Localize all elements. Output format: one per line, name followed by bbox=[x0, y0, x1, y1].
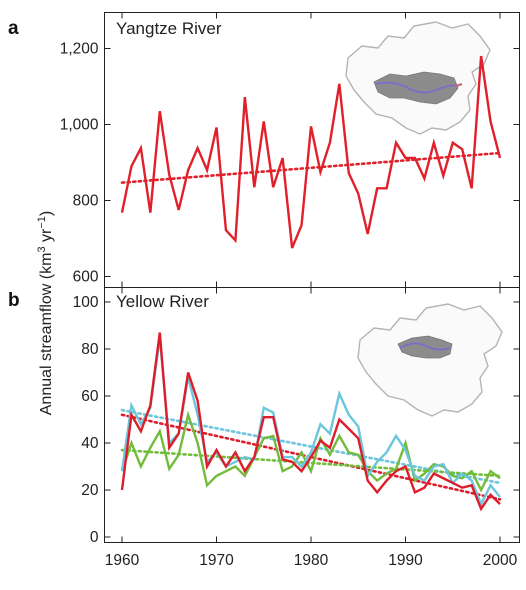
china-outline-b bbox=[357, 303, 503, 417]
panel-b-title: Yellow River bbox=[116, 292, 209, 311]
china-map-yellow-river-basin-icon bbox=[357, 303, 503, 417]
panel-a-ytick-label: 600 bbox=[73, 269, 99, 286]
panel-b-trend-line bbox=[120, 448, 502, 478]
y-axis-title-end: ) bbox=[38, 211, 55, 216]
panel-b-ytick-label: 20 bbox=[81, 482, 99, 499]
panel-a-title: Yangtze River bbox=[116, 19, 222, 38]
x-tick-label: 1990 bbox=[388, 552, 423, 569]
panel-b-letter: b bbox=[8, 290, 20, 311]
yellow-river-line bbox=[399, 342, 451, 351]
y-axis-title-sup2: −1 bbox=[36, 216, 48, 229]
y-axis-title-main: Annual streamflow (km bbox=[38, 253, 55, 416]
yangtze-river-line bbox=[375, 81, 459, 94]
panel-b-ytick-label: 60 bbox=[81, 388, 99, 405]
panel-a-ytick-label: 1,200 bbox=[60, 41, 99, 58]
y-axis-title-sup1: 3 bbox=[36, 246, 48, 252]
yellow-basin-shape bbox=[397, 335, 453, 359]
panel-a-letter: a bbox=[8, 18, 19, 39]
panel-a-ytick-label: 800 bbox=[73, 193, 99, 210]
panel-b-ytick-label: 80 bbox=[81, 341, 99, 358]
panel-b-ytick-label: 40 bbox=[81, 435, 99, 452]
x-tick-label: 1980 bbox=[294, 552, 329, 569]
x-tick-label: 1970 bbox=[199, 552, 234, 569]
y-axis-title: Annual streamflow (km3 yr−1) bbox=[36, 211, 55, 416]
panel-b-frame bbox=[104, 287, 520, 543]
panel-a-series-line bbox=[120, 55, 502, 249]
panel-b-ytick-label: 0 bbox=[90, 529, 99, 546]
yangtze-river-mouth bbox=[455, 83, 463, 87]
y-axis-title-mid: yr bbox=[38, 228, 55, 246]
china-map-yangtze-basin-icon bbox=[345, 21, 491, 135]
panel-b-series-line bbox=[120, 332, 501, 512]
x-tick-label: 2000 bbox=[483, 552, 518, 569]
x-tick-label: 1960 bbox=[105, 552, 140, 569]
panel-b-ytick-label: 100 bbox=[73, 294, 99, 311]
yangtze-basin-shape bbox=[373, 71, 459, 105]
panel-a-ytick-label: 1,000 bbox=[60, 117, 99, 134]
